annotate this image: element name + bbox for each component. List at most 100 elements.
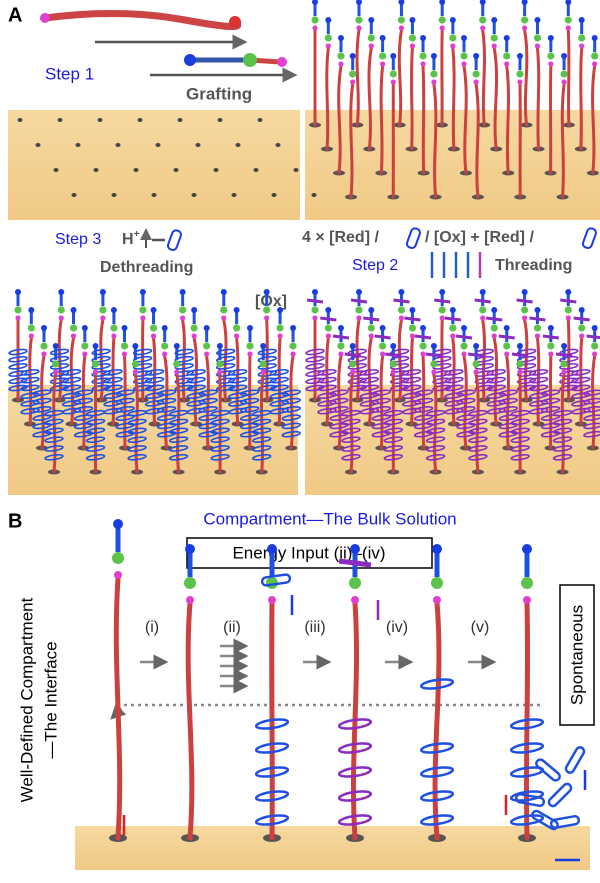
bead	[479, 16, 486, 23]
bead	[565, 289, 571, 295]
bead	[114, 571, 122, 579]
bead	[473, 360, 480, 367]
bead	[491, 17, 497, 23]
polymer	[435, 603, 439, 838]
box-label: Spontaneous	[567, 605, 586, 705]
bead	[419, 52, 426, 59]
bead	[58, 306, 65, 313]
polymer	[83, 356, 85, 448]
bead	[59, 315, 64, 320]
bead	[217, 343, 223, 349]
bead	[440, 25, 445, 30]
formula: [Ox]	[255, 293, 287, 310]
polymer	[434, 374, 436, 472]
bead	[217, 369, 222, 374]
bead	[450, 17, 456, 23]
bead	[391, 79, 396, 84]
surface	[75, 826, 590, 870]
ring	[535, 758, 562, 782]
polymer	[483, 320, 485, 400]
bead	[369, 43, 374, 48]
bead	[312, 0, 318, 5]
bead	[534, 17, 540, 23]
bead	[122, 351, 127, 356]
polymer	[357, 320, 359, 400]
bead	[431, 577, 443, 589]
bead	[503, 342, 510, 349]
bead	[390, 70, 397, 77]
polymer	[483, 30, 485, 125]
bead	[592, 61, 597, 66]
bead	[247, 351, 252, 356]
bead	[221, 289, 227, 295]
bead	[100, 289, 106, 295]
polymer	[423, 356, 424, 448]
bead	[430, 70, 437, 77]
bead	[461, 35, 467, 41]
anchor-site	[178, 118, 183, 122]
polymer	[113, 338, 114, 424]
bead	[186, 596, 194, 604]
bead	[419, 342, 426, 349]
step-label: Step 2	[352, 257, 398, 274]
bead	[480, 0, 486, 5]
bead	[351, 596, 359, 604]
bead	[450, 307, 456, 313]
bead	[41, 325, 47, 331]
formula-text: H	[122, 231, 134, 248]
bead	[503, 52, 510, 59]
bead	[521, 306, 528, 313]
bead	[479, 306, 486, 313]
polymer	[537, 338, 538, 424]
bead	[591, 52, 598, 59]
bead	[461, 61, 466, 66]
polymer	[476, 84, 478, 197]
bead	[325, 324, 332, 331]
bead	[111, 333, 116, 338]
polymer	[581, 338, 582, 424]
bead	[578, 34, 585, 41]
anchor-site	[152, 193, 157, 197]
bead	[380, 35, 386, 41]
bead	[398, 16, 405, 23]
bead	[534, 34, 541, 41]
bead	[70, 324, 77, 331]
steps: (i)(ii)(iii)(iv)(v)	[109, 519, 585, 860]
bead	[356, 289, 362, 295]
stopper	[345, 354, 361, 356]
bead	[229, 16, 241, 28]
stopper	[434, 300, 450, 302]
bead	[548, 351, 553, 356]
surface	[8, 110, 300, 220]
bead	[548, 325, 554, 331]
stopper	[456, 336, 472, 338]
polymer	[568, 320, 569, 400]
polymer	[476, 374, 478, 472]
anchor-site	[294, 168, 299, 172]
bead	[380, 325, 386, 331]
formula: 4 × [Red] /	[302, 229, 379, 246]
bead	[566, 315, 571, 320]
bead	[390, 343, 396, 349]
bead	[133, 369, 138, 374]
bead	[522, 544, 532, 554]
bead	[410, 43, 415, 48]
bead	[338, 61, 343, 66]
bead	[409, 307, 415, 313]
polymer	[562, 374, 564, 472]
bead	[592, 325, 598, 331]
bead	[264, 289, 270, 295]
bead	[368, 34, 375, 41]
bead	[420, 61, 425, 66]
bead	[432, 544, 442, 554]
anchor-site	[272, 193, 277, 197]
anchor-site	[214, 168, 219, 172]
bead	[132, 360, 139, 367]
bead	[260, 343, 266, 349]
anchor-site	[76, 143, 81, 147]
polymer	[399, 320, 401, 400]
polymer	[453, 48, 454, 149]
bead	[264, 315, 269, 320]
bead	[380, 61, 385, 66]
bead	[578, 324, 585, 331]
